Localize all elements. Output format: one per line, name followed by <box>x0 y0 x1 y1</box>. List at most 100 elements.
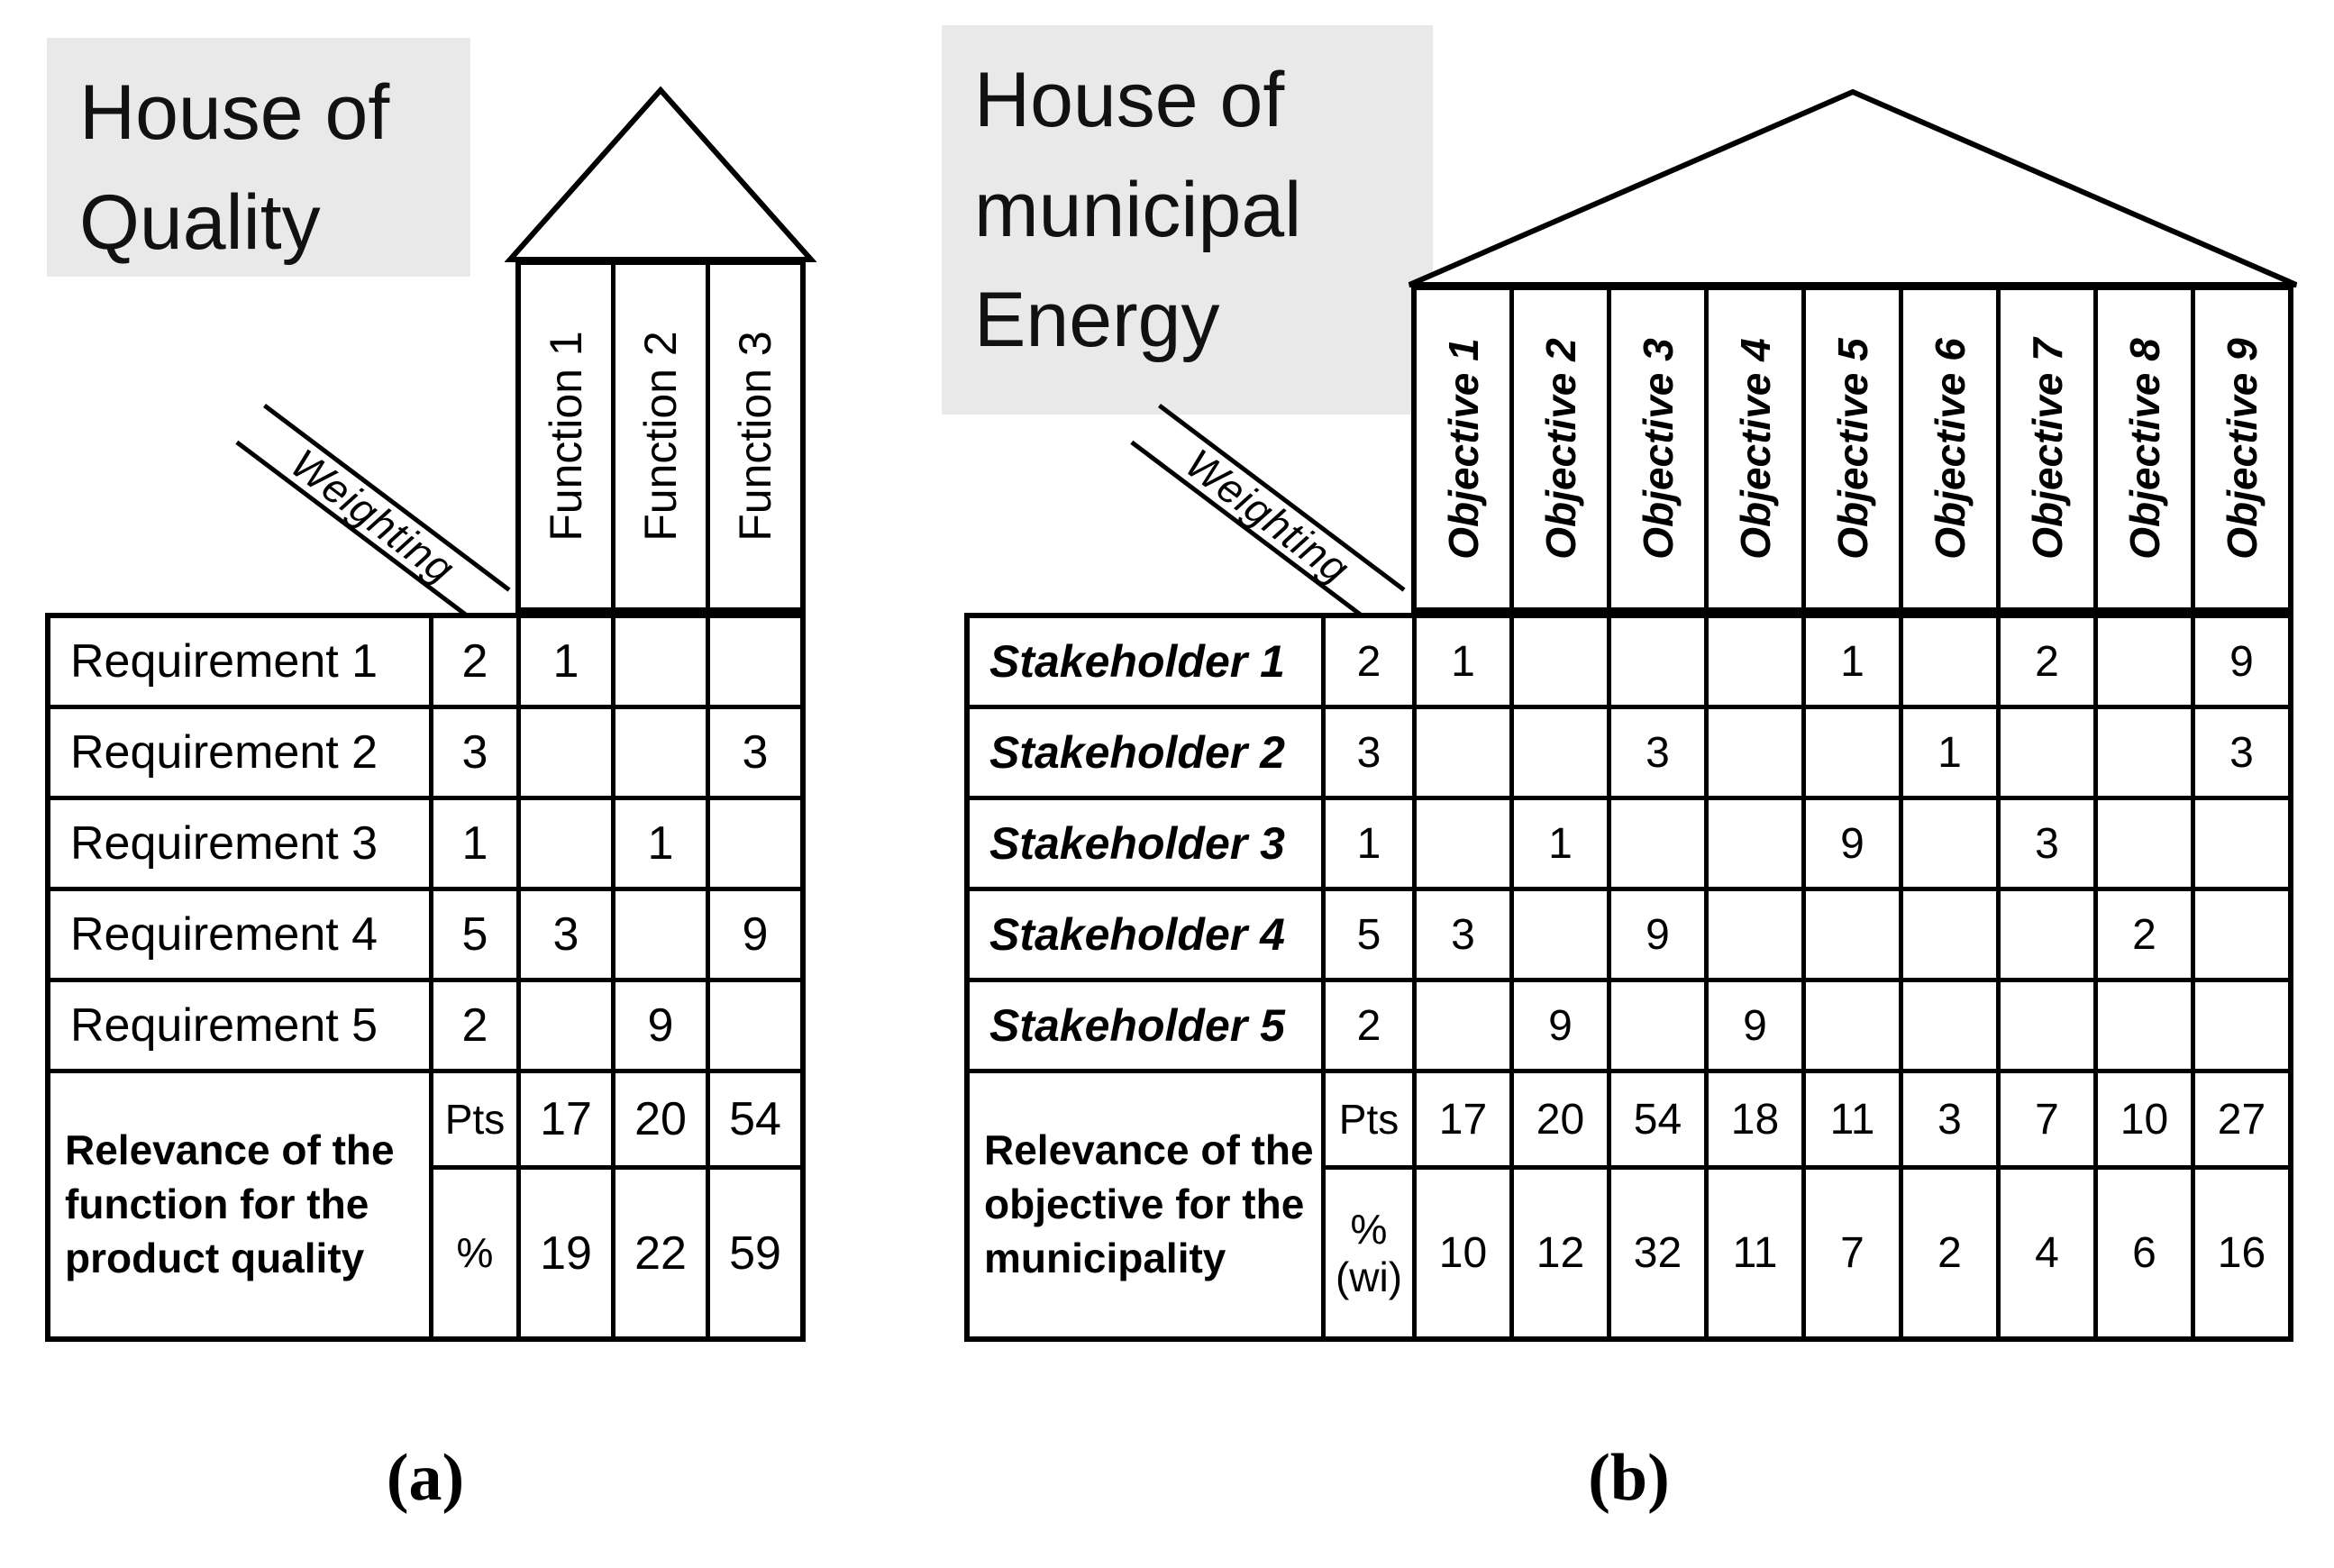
matrix-cell <box>521 800 611 887</box>
column-header: Objective 5 <box>1806 290 1899 607</box>
matrix-cell <box>1709 709 1801 796</box>
row-label: Requirement 3 <box>50 800 429 887</box>
weight-value: 5 <box>433 891 516 978</box>
matrix-cell <box>2195 982 2288 1069</box>
pct-label: % <box>433 1170 516 1336</box>
weight-value: 3 <box>433 709 516 796</box>
panel-a-title: House of Quality <box>47 38 470 277</box>
row-label: Stakeholder 2 <box>970 709 1321 796</box>
matrix-cell: 9 <box>1806 800 1899 887</box>
pts-value: 7 <box>2001 1073 2093 1165</box>
weight-value: 1 <box>433 800 516 887</box>
matrix-cell <box>521 982 611 1069</box>
matrix-cell: 3 <box>2195 709 2288 796</box>
matrix-cell: 9 <box>710 891 800 978</box>
matrix-cell <box>1611 800 1704 887</box>
matrix-cell: 3 <box>2001 800 2093 887</box>
pts-value: 3 <box>1903 1073 1996 1165</box>
pct-value: 19 <box>521 1170 611 1336</box>
matrix-cell: 2 <box>2098 891 2191 978</box>
matrix-cell: 3 <box>1417 891 1509 978</box>
matrix-cell: 1 <box>1903 709 1996 796</box>
relevance-label: Relevance of the function for the produc… <box>50 1073 429 1336</box>
pts-value: 11 <box>1806 1073 1899 1165</box>
weight-value: 5 <box>1326 891 1412 978</box>
panel-a-roof-triangle <box>505 86 816 262</box>
pts-label: Pts <box>433 1073 516 1165</box>
column-header: Objective 6 <box>1903 290 1996 607</box>
matrix-cell <box>710 982 800 1069</box>
matrix-cell <box>1709 891 1801 978</box>
pts-value: 54 <box>710 1073 800 1165</box>
matrix-cell <box>710 800 800 887</box>
matrix-cell <box>1806 891 1899 978</box>
column-header: Objective 4 <box>1709 290 1801 607</box>
matrix-cell <box>1709 618 1801 705</box>
pts-value: 27 <box>2195 1073 2288 1165</box>
weighting-label: Weighting <box>282 439 464 593</box>
matrix-cell <box>1417 709 1509 796</box>
matrix-cell <box>521 709 611 796</box>
matrix-cell <box>615 618 706 705</box>
column-header-label: Objective 1 <box>1439 338 1487 560</box>
matrix-cell: 3 <box>521 891 611 978</box>
weight-value: 2 <box>433 618 516 705</box>
column-header-label: Function 2 <box>635 331 686 542</box>
column-header-label: Objective 2 <box>1536 338 1584 560</box>
row-label: Stakeholder 1 <box>970 618 1321 705</box>
matrix-cell <box>1514 618 1607 705</box>
panel-b-column-headers: Objective 1 Objective 2 Objective 3 Obje… <box>1411 285 2293 613</box>
matrix-cell <box>2001 891 2093 978</box>
matrix-cell: 1 <box>615 800 706 887</box>
pts-value: 20 <box>1514 1073 1607 1165</box>
row-label: Requirement 1 <box>50 618 429 705</box>
weight-value: 1 <box>1326 800 1412 887</box>
column-header: Objective 8 <box>2098 290 2191 607</box>
weight-value: 2 <box>1326 982 1412 1069</box>
matrix-cell <box>1903 982 1996 1069</box>
matrix-cell <box>1903 800 1996 887</box>
row-label: Requirement 5 <box>50 982 429 1069</box>
matrix-cell <box>2001 709 2093 796</box>
row-label: Stakeholder 3 <box>970 800 1321 887</box>
column-header-label: Objective 9 <box>2218 338 2266 560</box>
column-header-label: Objective 8 <box>2120 338 2168 560</box>
pct-label: % (wi) <box>1326 1170 1412 1336</box>
matrix-cell <box>2195 891 2288 978</box>
matrix-cell <box>1514 891 1607 978</box>
matrix-cell <box>1903 891 1996 978</box>
column-header-label: Objective 3 <box>1634 338 1682 560</box>
matrix-cell <box>710 618 800 705</box>
column-header-label: Objective 5 <box>1828 338 1876 560</box>
panel-a-weighting-band: Weighting <box>235 404 511 629</box>
panel-b-roof-triangle <box>1408 88 2298 287</box>
column-header: Function 1 <box>521 265 611 607</box>
panel-a-column-headers: Function 1 Function 2 Function 3 <box>515 260 806 613</box>
column-header: Function 3 <box>710 265 800 607</box>
row-label: Requirement 4 <box>50 891 429 978</box>
relevance-label: Relevance of the objective for the munic… <box>970 1073 1321 1336</box>
panel-b-weighting-band: Weighting <box>1130 404 1406 629</box>
pts-value: 18 <box>1709 1073 1801 1165</box>
panel-b-title: House of municipal Energy <box>942 25 1433 415</box>
matrix-cell: 1 <box>1806 618 1899 705</box>
pct-value: 10 <box>1417 1170 1509 1336</box>
matrix-cell: 9 <box>1709 982 1801 1069</box>
matrix-cell: 1 <box>1417 618 1509 705</box>
column-header: Objective 3 <box>1611 290 1704 607</box>
matrix-cell: 3 <box>710 709 800 796</box>
matrix-cell <box>1709 800 1801 887</box>
pct-value: 32 <box>1611 1170 1704 1336</box>
weight-value: 2 <box>1326 618 1412 705</box>
matrix-cell <box>1806 709 1899 796</box>
pct-value: 22 <box>615 1170 706 1336</box>
row-label: Stakeholder 5 <box>970 982 1321 1069</box>
pct-value: 7 <box>1806 1170 1899 1336</box>
pts-value: 54 <box>1611 1073 1704 1165</box>
column-header: Objective 7 <box>2001 290 2093 607</box>
matrix-cell <box>1903 618 1996 705</box>
pct-value: 59 <box>710 1170 800 1336</box>
column-header: Objective 2 <box>1514 290 1607 607</box>
matrix-cell <box>1611 982 1704 1069</box>
